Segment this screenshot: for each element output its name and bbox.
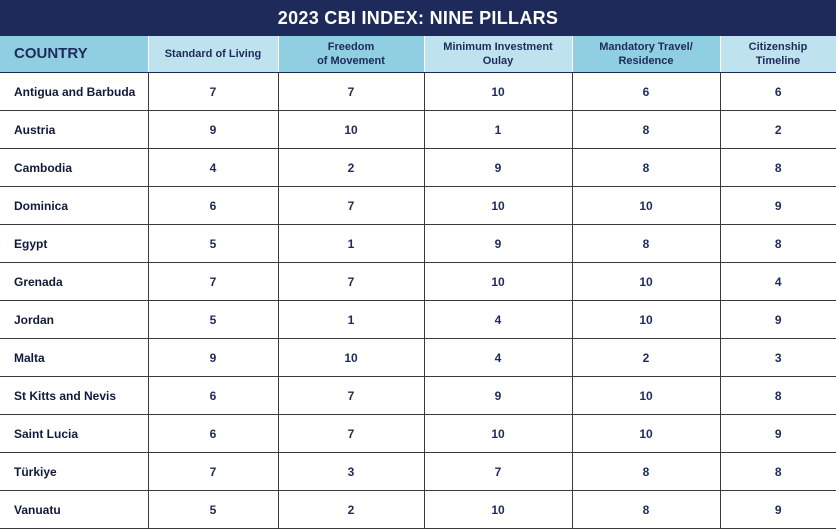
country-cell: Antigua and Barbuda bbox=[0, 72, 149, 111]
citizenship-timeline-cell: 4 bbox=[720, 262, 836, 301]
minimum-investment-cell: 9 bbox=[424, 148, 573, 187]
mandatory-travel-cell: 8 bbox=[572, 110, 721, 149]
mandatory-travel-cell: 10 bbox=[572, 414, 721, 453]
country-cell: Grenada bbox=[0, 262, 149, 301]
citizenship-timeline-cell: 8 bbox=[720, 148, 836, 187]
country-cell: Austria bbox=[0, 110, 149, 149]
standard-of-living-cell: 6 bbox=[148, 186, 279, 225]
standard-of-living-cell: 5 bbox=[148, 300, 279, 339]
mandatory-travel-cell: 8 bbox=[572, 452, 721, 491]
citizenship-timeline-cell: 9 bbox=[720, 186, 836, 225]
header-row: COUNTRY Standard of Living Freedom of Mov… bbox=[0, 36, 836, 73]
minimum-investment-cell: 10 bbox=[424, 490, 573, 529]
minimum-investment-cell: 10 bbox=[424, 262, 573, 301]
mandatory-travel-cell: 10 bbox=[572, 300, 721, 339]
page-title: 2023 CBI INDEX: NINE PILLARS bbox=[0, 0, 836, 36]
citizenship-timeline-cell: 9 bbox=[720, 414, 836, 453]
country-cell: Dominica bbox=[0, 186, 149, 225]
country-cell: Cambodia bbox=[0, 148, 149, 187]
mandatory-travel-cell: 8 bbox=[572, 490, 721, 529]
column-header-citizenship-timeline: Citizenship Timeline bbox=[720, 36, 836, 73]
country-cell: Malta bbox=[0, 338, 149, 377]
minimum-investment-cell: 4 bbox=[424, 300, 573, 339]
standard-of-living-cell: 5 bbox=[148, 224, 279, 263]
citizenship-timeline-cell: 2 bbox=[720, 110, 836, 149]
country-cell: Jordan bbox=[0, 300, 149, 339]
mandatory-travel-cell: 2 bbox=[572, 338, 721, 377]
column-header-minimum-investment: Minimum Investment Oulay bbox=[424, 36, 573, 73]
freedom-of-movement-cell: 7 bbox=[278, 262, 425, 301]
freedom-of-movement-cell: 3 bbox=[278, 452, 425, 491]
mandatory-travel-cell: 10 bbox=[572, 262, 721, 301]
table-body: Antigua and Barbuda 7 7 10 6 6 Austria 9 10 1 8 2 Ca… bbox=[0, 72, 836, 529]
minimum-investment-cell: 4 bbox=[424, 338, 573, 377]
freedom-of-movement-cell: 7 bbox=[278, 414, 425, 453]
table-row: Türkiye 7 3 7 8 8 bbox=[0, 452, 836, 491]
table-row: Vanuatu 5 2 10 8 9 bbox=[0, 490, 836, 529]
minimum-investment-cell: 9 bbox=[424, 224, 573, 263]
freedom-of-movement-cell: 7 bbox=[278, 186, 425, 225]
minimum-investment-cell: 7 bbox=[424, 452, 573, 491]
country-cell: St Kitts and Nevis bbox=[0, 376, 149, 415]
mandatory-travel-cell: 8 bbox=[572, 148, 721, 187]
citizenship-timeline-cell: 8 bbox=[720, 376, 836, 415]
table-row: Antigua and Barbuda 7 7 10 6 6 bbox=[0, 72, 836, 111]
country-cell: Türkiye bbox=[0, 452, 149, 491]
table-row: Egypt 5 1 9 8 8 bbox=[0, 224, 836, 263]
standard-of-living-cell: 7 bbox=[148, 452, 279, 491]
citizenship-timeline-cell: 8 bbox=[720, 452, 836, 491]
column-header-mandatory-travel: Mandatory Travel/Residence bbox=[572, 36, 721, 73]
country-cell: Egypt bbox=[0, 224, 149, 263]
freedom-of-movement-cell: 2 bbox=[278, 490, 425, 529]
mandatory-travel-cell: 10 bbox=[572, 186, 721, 225]
table-row: Malta 9 10 4 2 3 bbox=[0, 338, 836, 377]
table-row: Saint Lucia 6 7 10 10 9 bbox=[0, 414, 836, 453]
freedom-of-movement-cell: 7 bbox=[278, 72, 425, 111]
minimum-investment-cell: 1 bbox=[424, 110, 573, 149]
citizenship-timeline-cell: 9 bbox=[720, 300, 836, 339]
country-cell: Vanuatu bbox=[0, 490, 149, 529]
citizenship-timeline-cell: 3 bbox=[720, 338, 836, 377]
table-row: Dominica 6 7 10 10 9 bbox=[0, 186, 836, 225]
column-header-country: COUNTRY bbox=[0, 36, 149, 73]
mandatory-travel-cell: 6 bbox=[572, 72, 721, 111]
standard-of-living-cell: 9 bbox=[148, 110, 279, 149]
country-cell: Saint Lucia bbox=[0, 414, 149, 453]
minimum-investment-cell: 10 bbox=[424, 72, 573, 111]
minimum-investment-cell: 10 bbox=[424, 186, 573, 225]
mandatory-travel-cell: 10 bbox=[572, 376, 721, 415]
minimum-investment-cell: 9 bbox=[424, 376, 573, 415]
standard-of-living-cell: 7 bbox=[148, 72, 279, 111]
column-header-standard-of-living: Standard of Living bbox=[148, 36, 279, 73]
freedom-of-movement-cell: 1 bbox=[278, 224, 425, 263]
table-row: Cambodia 4 2 9 8 8 bbox=[0, 148, 836, 187]
standard-of-living-cell: 6 bbox=[148, 414, 279, 453]
standard-of-living-cell: 5 bbox=[148, 490, 279, 529]
column-header-freedom-of-movement: Freedom of Movement bbox=[278, 36, 425, 73]
citizenship-timeline-cell: 6 bbox=[720, 72, 836, 111]
freedom-of-movement-cell: 10 bbox=[278, 338, 425, 377]
mandatory-travel-cell: 8 bbox=[572, 224, 721, 263]
minimum-investment-cell: 10 bbox=[424, 414, 573, 453]
freedom-of-movement-cell: 7 bbox=[278, 376, 425, 415]
table-row: Austria 9 10 1 8 2 bbox=[0, 110, 836, 149]
freedom-of-movement-cell: 10 bbox=[278, 110, 425, 149]
freedom-of-movement-cell: 2 bbox=[278, 148, 425, 187]
table-row: Grenada 7 7 10 10 4 bbox=[0, 262, 836, 301]
citizenship-timeline-cell: 9 bbox=[720, 490, 836, 529]
cbi-index-table: COUNTRY Standard of Living Freedom of Mov… bbox=[0, 36, 836, 529]
standard-of-living-cell: 7 bbox=[148, 262, 279, 301]
freedom-of-movement-cell: 1 bbox=[278, 300, 425, 339]
table-row: Jordan 5 1 4 10 9 bbox=[0, 300, 836, 339]
table-row: St Kitts and Nevis 6 7 9 10 8 bbox=[0, 376, 836, 415]
standard-of-living-cell: 6 bbox=[148, 376, 279, 415]
standard-of-living-cell: 9 bbox=[148, 338, 279, 377]
standard-of-living-cell: 4 bbox=[148, 148, 279, 187]
citizenship-timeline-cell: 8 bbox=[720, 224, 836, 263]
